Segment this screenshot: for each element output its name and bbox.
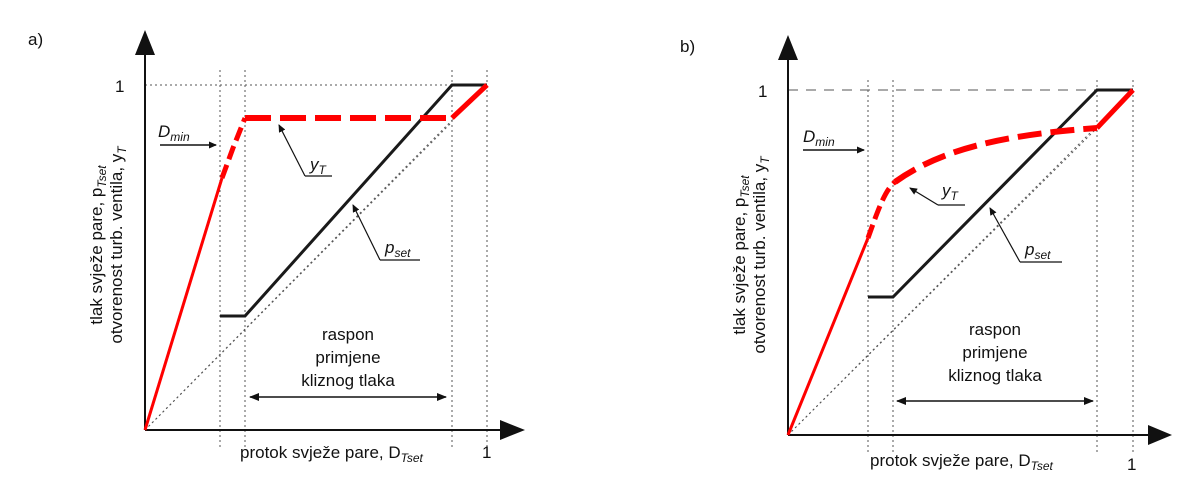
dmin-annotation-a: Dmin [158,122,217,149]
range-line2-b: primjene [962,343,1027,362]
svg-text:otvorenost turb. ventila, yT: otvorenost turb. ventila, yT [750,155,772,354]
dmin-label-b: Dmin [803,127,835,149]
guide-lines-b [787,80,1134,455]
yt-annotation-b: yT [909,181,965,206]
range-line3-b: kliznog tlaka [948,366,1042,385]
x-axis-label-a: protok svježe pare, DTset [240,443,424,465]
svg-text:tlak svježe pare, pTset: tlak svježe pare, pTset [730,175,752,335]
range-line1-b: raspon [969,320,1021,339]
x-tick-one-a: 1 [482,443,491,462]
pset-label-a: pset [384,238,411,260]
guide-lines-a [144,70,488,448]
range-line1-a: raspon [322,325,374,344]
pset-curve-a [220,83,487,318]
svg-text:tlak svježe pare, pTset: tlak svježe pare, pTset [87,165,109,325]
range-line2-a: primjene [315,348,380,367]
y-axis-label-a: tlak svježe pare, pTset otvorenost turb.… [87,145,129,344]
pset-curve-b [868,88,1133,299]
yt-curve-a [143,83,489,431]
yt-label-b: yT [941,181,960,203]
x-axis-label-b: protok svježe pare, DTset [870,451,1054,473]
y-axis-arrow-a [135,30,155,55]
axes-a [135,30,525,440]
range-line3-a: kliznog tlaka [301,371,395,390]
panel-b: b) 1 1 protok svježe pare, DTset tlak sv… [680,35,1172,474]
y-tick-one-a: 1 [115,77,124,96]
pset-label-b: pset [1024,240,1051,262]
x-axis-arrow-a [500,420,525,440]
range-annotation-a: raspon primjene kliznog tlaka [249,325,447,401]
yt-curve-b [786,88,1135,436]
pset-annotation-b: pset [989,207,1062,263]
axes-b [778,35,1172,445]
panel-label-a: a) [28,30,43,49]
y-tick-one-b: 1 [758,82,767,101]
panel-a: a) 1 1 protok svježe pare, DTset tlak sv… [28,30,525,465]
x-tick-one-b: 1 [1127,455,1136,474]
dmin-annotation-b: Dmin [803,127,865,154]
y-axis-label-b: tlak svježe pare, pTset otvorenost turb.… [730,155,772,354]
y-axis-arrow-b [778,35,798,60]
yt-label-a: yT [309,155,328,177]
range-annotation-b: raspon primjene kliznog tlaka [896,320,1094,405]
dmin-label-a: Dmin [158,122,190,144]
x-axis-arrow-b [1148,425,1172,445]
pset-annotation-a: pset [352,204,420,261]
panel-label-b: b) [680,37,695,56]
svg-text:otvorenost turb. ventila, yT: otvorenost turb. ventila, yT [107,145,129,344]
yt-annotation-a: yT [278,124,332,177]
